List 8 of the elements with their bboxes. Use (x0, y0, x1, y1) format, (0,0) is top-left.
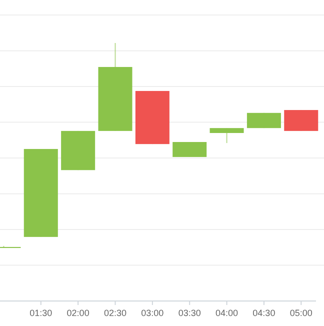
x-tick-label: 05:00 (290, 308, 312, 318)
x-tick-label: 03:30 (178, 308, 201, 318)
x-tick-label: 04:30 (252, 308, 276, 318)
x-tick-label: 04:00 (216, 308, 238, 318)
x-tick-label: 02:30 (104, 308, 127, 318)
x-tick-label: 03:00 (141, 308, 164, 318)
x-tick-label: 02:00 (66, 308, 90, 318)
x-tick-label: 01:30 (30, 308, 52, 318)
